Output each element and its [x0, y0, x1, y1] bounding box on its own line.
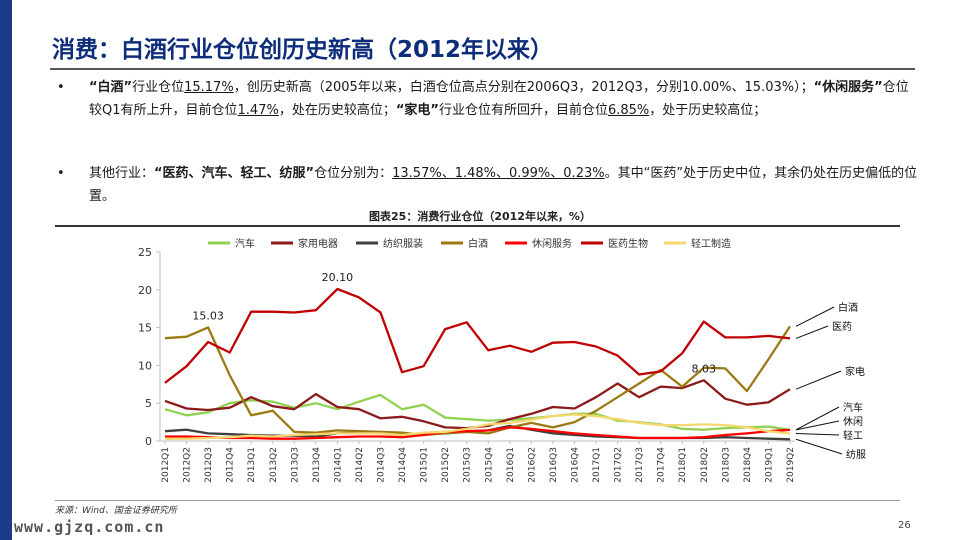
- bullet-marker: •: [57, 166, 65, 181]
- bullet-text-run: “白酒”: [89, 80, 133, 95]
- end-label-leader: [795, 438, 843, 455]
- x-tick-label: 2012Q3: [204, 447, 214, 483]
- end-label-leader: [795, 420, 840, 431]
- end-label: 轻工: [843, 429, 863, 442]
- end-label: 白酒: [838, 301, 858, 314]
- x-tick-label: 2018Q3: [721, 447, 731, 483]
- series-line-6: [165, 413, 791, 440]
- end-label: 纺服: [846, 448, 866, 461]
- series-line-4: [165, 426, 791, 440]
- bullet-text-run: “休闲服务”: [813, 80, 883, 95]
- bullet-text-run: 6.85%: [607, 103, 650, 118]
- legend-entry: 休闲服务: [532, 237, 572, 250]
- x-tick-label: 2017Q1: [592, 447, 602, 483]
- x-tick-label: 2019Q2: [786, 447, 796, 483]
- title-divider: [50, 68, 915, 70]
- y-tick-label: 10: [138, 359, 152, 372]
- end-label: 汽车: [843, 401, 863, 414]
- series-line-5: [164, 287, 791, 384]
- bullet-text-run: 13.57%、1.48%、0.99%、0.23%: [392, 166, 605, 181]
- y-tick-label: 0: [145, 435, 152, 448]
- x-tick-label: 2012Q1: [161, 447, 171, 483]
- x-tick-label: 2015Q1: [420, 447, 430, 483]
- x-tick-label: 2016Q2: [527, 447, 537, 483]
- end-label-leader: [795, 306, 835, 327]
- x-tick-label: 2014Q2: [355, 447, 365, 483]
- x-tick-label: 2014Q3: [377, 447, 387, 483]
- x-tick-label: 2012Q2: [183, 447, 193, 483]
- x-tick-label: 2012Q4: [226, 447, 236, 483]
- legend-entry: 家用电器: [298, 237, 338, 250]
- legend-entry: 纺织服装: [383, 237, 423, 250]
- bullet-text: “白酒”行业仓位15.17%，创历史新高（2005年以来，白酒仓位高点分别在20…: [89, 76, 919, 122]
- figure-title: 图表25：消费行业仓位（2012年以来，%）: [369, 210, 591, 223]
- series-line-0: [164, 393, 791, 431]
- x-tick-label: 2013Q3: [290, 447, 300, 483]
- x-tick-label: 2014Q4: [398, 447, 408, 483]
- x-tick-label: 2017Q2: [614, 447, 624, 483]
- bullet-text-run: 仓位较Q1有所上升，目前仓位: [89, 80, 909, 118]
- bullet-text-run: 仓位分别为：: [314, 166, 393, 181]
- x-tick-label: 2014Q1: [333, 447, 343, 483]
- x-tick-label: 2015Q3: [463, 447, 473, 483]
- x-tick-label: 2013Q1: [247, 447, 257, 483]
- data-label: 8.03: [692, 362, 717, 375]
- bullet-text: 其他行业：“医药、汽车、轻工、纺服”仓位分别为：13.57%、1.48%、0.9…: [89, 162, 919, 208]
- left-accent-bar: [0, 0, 12, 540]
- series-line-3: [164, 325, 791, 437]
- bullet-text-run: 其他行业：: [89, 166, 155, 181]
- data-label: 20.10: [322, 271, 354, 284]
- legend-entry: 白酒: [468, 237, 488, 250]
- x-tick-label: 2013Q4: [312, 447, 322, 483]
- end-label-leader: [795, 370, 842, 390]
- x-tick-label: 2015Q2: [441, 447, 451, 483]
- x-tick-label: 2015Q4: [484, 447, 494, 483]
- x-tick-label: 2017Q4: [657, 447, 667, 483]
- x-tick-label: 2013Q2: [269, 447, 279, 483]
- x-tick-label: 2016Q1: [506, 447, 516, 483]
- bullet-text-run: 。其中“医药”处于历史中位，其余仍处在历史偏低的位置。: [89, 166, 918, 204]
- bullet-text-run: 行业仓位有所回升，目前仓位: [438, 103, 608, 118]
- y-tick-label: 20: [138, 284, 152, 297]
- x-tick-label: 2018Q2: [700, 447, 710, 483]
- end-label-leader: [795, 406, 840, 431]
- bullet-marker: •: [57, 80, 65, 95]
- legend-entry: 轻工制造: [691, 237, 731, 250]
- end-label: 休闲: [843, 415, 863, 428]
- bullet-text-run: 15.17%: [184, 80, 234, 95]
- bullet-text-run: “医药、汽车、轻工、纺服”: [154, 166, 315, 181]
- chart-source: 来源：Wind、国金证券研究所: [55, 506, 177, 516]
- page-number: 26: [898, 520, 911, 531]
- y-tick-label: 25: [138, 246, 152, 259]
- y-tick-label: 15: [138, 322, 152, 335]
- x-tick-label: 2018Q4: [743, 447, 753, 483]
- bullet-text-run: “家电”: [395, 103, 439, 118]
- bullet-text-run: ，处于历史较高位；: [649, 103, 767, 118]
- end-label-leader: [795, 433, 840, 436]
- bullet-text-run: 行业仓位: [132, 80, 185, 95]
- legend-entry: 汽车: [235, 237, 255, 250]
- source-divider: [55, 500, 900, 501]
- end-label: 家电: [845, 365, 865, 378]
- x-tick-label: 2019Q1: [764, 447, 774, 483]
- end-label-leader: [795, 325, 829, 339]
- x-tick-label: 2016Q4: [570, 447, 580, 483]
- legend-entry: 医药生物: [608, 237, 648, 250]
- figure-title-divider: [55, 225, 900, 227]
- data-label: 15.03: [192, 309, 224, 322]
- x-tick-label: 2017Q3: [635, 447, 645, 483]
- x-tick-label: 2016Q3: [549, 447, 559, 483]
- y-tick-label: 5: [145, 397, 152, 410]
- bullet-text-run: ，创历史新高（2005年以来，白酒仓位高点分别在2006Q3，2012Q3，分别…: [233, 80, 814, 95]
- end-label: 医药: [832, 321, 852, 333]
- bullet-text-run: ，处在历史较高位；: [278, 103, 396, 118]
- website-watermark: www.gjzq.com.cn: [14, 518, 165, 536]
- x-tick-label: 2018Q1: [678, 447, 688, 483]
- bullet-text-run: 1.47%: [237, 103, 279, 118]
- page-title: 消费：白酒行业仓位创历史新高（2012年以来）: [52, 37, 554, 63]
